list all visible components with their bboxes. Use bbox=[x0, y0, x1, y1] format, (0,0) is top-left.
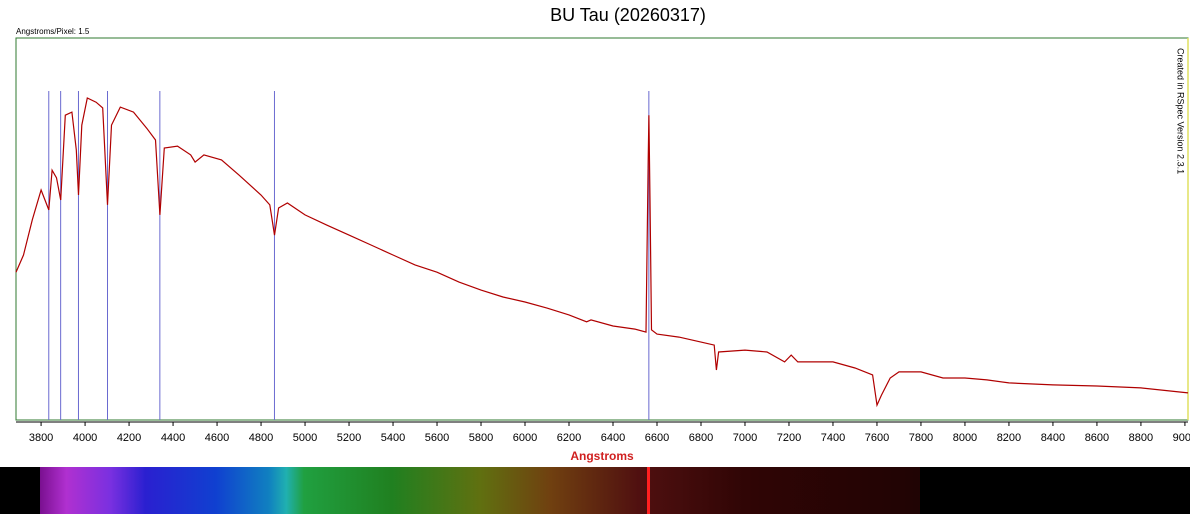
x-tick-label: 4400 bbox=[161, 432, 185, 444]
x-tick-label: 5000 bbox=[293, 432, 317, 444]
x-tick-label: 8000 bbox=[953, 432, 977, 444]
x-tick-label: 7000 bbox=[733, 432, 757, 444]
x-tick-label: 6200 bbox=[557, 432, 581, 444]
plot-frame bbox=[15, 37, 1189, 421]
x-tick-label: 4200 bbox=[117, 432, 141, 444]
chart-title: BU Tau (20260317) bbox=[550, 5, 706, 25]
x-tick-label: 4800 bbox=[249, 432, 273, 444]
x-tick-label: 3800 bbox=[29, 432, 53, 444]
x-tick-label: 4000 bbox=[73, 432, 97, 444]
h-alpha-band bbox=[647, 467, 650, 514]
x-tick-label: 5400 bbox=[381, 432, 405, 444]
x-tick-label: 8800 bbox=[1129, 432, 1153, 444]
x-tick-label: 5200 bbox=[337, 432, 361, 444]
x-tick-label: 8600 bbox=[1085, 432, 1109, 444]
spectrum-strip bbox=[40, 467, 920, 514]
annotation: Created in RSpec Version 2.3.1 bbox=[1176, 48, 1186, 174]
x-tick-label: 7600 bbox=[865, 432, 889, 444]
x-tick-label: 6000 bbox=[513, 432, 537, 444]
x-tick-label: 6400 bbox=[601, 432, 625, 444]
subtitle: Angstroms/Pixel: 1.5 bbox=[16, 27, 90, 36]
x-tick-label: 5600 bbox=[425, 432, 449, 444]
x-tick-label: 8400 bbox=[1041, 432, 1065, 444]
x-tick-label: 7800 bbox=[909, 432, 933, 444]
x-tick-label: 7200 bbox=[777, 432, 801, 444]
x-tick-label: 7400 bbox=[821, 432, 845, 444]
x-tick-label: 5800 bbox=[469, 432, 493, 444]
x-axis-label: Angstroms bbox=[570, 449, 634, 463]
x-tick-label: 9000 bbox=[1173, 432, 1190, 444]
x-tick-label: 6600 bbox=[645, 432, 669, 444]
spectrum-line bbox=[15, 97, 1189, 408]
x-tick-label: 6800 bbox=[689, 432, 713, 444]
x-tick-label: 8200 bbox=[997, 432, 1021, 444]
x-tick-label: 4600 bbox=[205, 432, 229, 444]
